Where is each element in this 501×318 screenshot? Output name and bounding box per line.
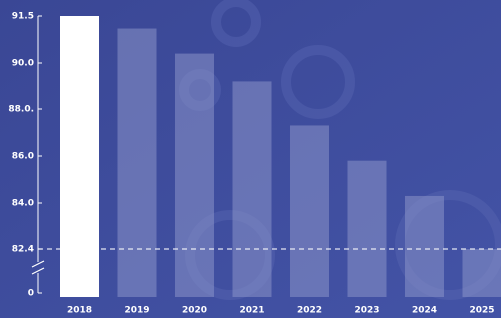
y-tick-label: 86.0	[12, 152, 34, 162]
y-tick-label: 88.0.	[8, 105, 34, 115]
bar	[405, 196, 444, 297]
x-tick-label: 2019	[124, 306, 149, 316]
y-tick-label: 90.0	[12, 59, 34, 69]
x-tick-label: 2021	[239, 306, 264, 316]
bar	[233, 81, 272, 297]
x-tick-label: 2022	[297, 306, 322, 316]
bar	[463, 249, 501, 297]
y-tick-label: 84.0	[12, 199, 34, 209]
page: {"chart_data": {"type": "bar", "categori…	[0, 0, 501, 318]
bar	[290, 125, 329, 297]
chart: 0 82.4 84.0 86.0 88.0. 90.0 91.5 2018 2019 2020 20…	[0, 0, 501, 318]
y-tick-label: 82.4	[12, 245, 34, 255]
y-tick-label: 91.5	[12, 12, 34, 22]
y-tick-label: 0	[28, 289, 34, 299]
bar	[175, 54, 214, 297]
x-tick-label: 2018	[67, 306, 92, 316]
x-tick-label: 2020	[182, 306, 207, 316]
bar	[348, 161, 387, 297]
bar	[60, 16, 99, 297]
x-tick-label: 2023	[354, 306, 379, 316]
bar	[118, 29, 157, 297]
x-tick-label: 2025	[469, 306, 494, 316]
x-tick-label: 2024	[412, 306, 437, 316]
